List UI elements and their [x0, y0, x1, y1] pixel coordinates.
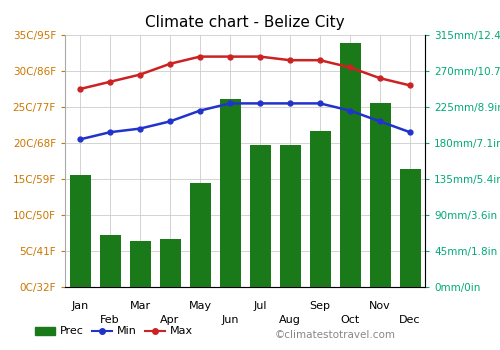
Text: Nov: Nov	[369, 301, 391, 311]
Text: ©climatestotravel.com: ©climatestotravel.com	[275, 329, 396, 340]
Text: Jan: Jan	[72, 301, 88, 311]
Bar	[310, 131, 330, 287]
Bar	[400, 169, 420, 287]
Text: Mar: Mar	[130, 301, 150, 311]
Text: Aug: Aug	[279, 315, 301, 325]
Text: May: May	[188, 301, 212, 311]
Text: Jul: Jul	[254, 301, 267, 311]
Text: Apr: Apr	[160, 315, 180, 325]
Legend: Prec, Min, Max: Prec, Min, Max	[30, 322, 198, 341]
Title: Climate chart - Belize City: Climate chart - Belize City	[145, 15, 345, 30]
Bar	[220, 99, 240, 287]
Text: Dec: Dec	[399, 315, 421, 325]
Bar	[190, 183, 210, 287]
Bar	[70, 175, 90, 287]
Text: Feb: Feb	[100, 315, 120, 325]
Text: Sep: Sep	[310, 301, 330, 311]
Bar	[340, 43, 360, 287]
Bar	[160, 239, 180, 287]
Text: Oct: Oct	[340, 315, 359, 325]
Bar	[100, 235, 120, 287]
Bar	[280, 145, 300, 287]
Bar	[250, 145, 270, 287]
Bar	[130, 241, 150, 287]
Bar	[370, 103, 390, 287]
Text: Jun: Jun	[221, 315, 239, 325]
